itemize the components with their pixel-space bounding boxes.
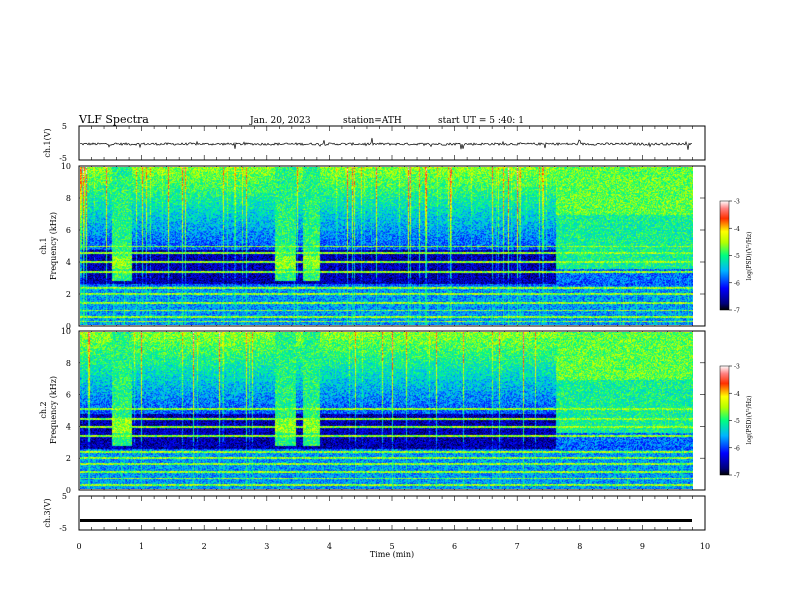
x-axis-label: Time (min): [370, 550, 414, 559]
x-tick-label: 8: [577, 542, 582, 551]
y-tick-label: 8: [66, 359, 71, 368]
ch3-ticks: [78, 496, 706, 530]
colorbar-tick-label: -7: [734, 473, 740, 480]
ch1-colorbar-bar: [719, 200, 730, 311]
x-tick-label: 6: [452, 542, 457, 551]
ch1-waveform-panel: 5 -5 ch.1(V): [43, 122, 706, 163]
colorbar-tick-label: -3: [734, 364, 740, 371]
x-tick-label: 0: [76, 542, 81, 551]
y-tick-label: 6: [66, 391, 71, 400]
ch1-ylabel: ch.1(V): [43, 128, 52, 157]
y-tick-label: 4: [66, 258, 71, 267]
ch3-ylabel: ch.3(V): [43, 498, 52, 527]
ch2-colorbar-bar: [719, 365, 730, 476]
colorbar-tick-label: -5: [734, 418, 740, 425]
y-tick-label: 0: [66, 486, 71, 495]
ch2-spec-label-ch: ch.2: [39, 401, 48, 418]
ch1-spectrogram-image: [80, 167, 693, 325]
ch1-spec-label-freq: Frequency (kHz): [49, 212, 58, 280]
y-tick-label: 0: [66, 322, 71, 331]
ch2-spec-yticks: 0 2 4 6 8 10: [61, 327, 705, 495]
colorbar-tick-label: -5: [734, 253, 740, 260]
ch1-colorbar-label: log(PSD)(V²/Hz): [746, 232, 753, 281]
y-tick-label: 4: [66, 422, 71, 431]
start-time-label: start UT = 5 :40: 1: [438, 116, 524, 126]
x-tick-label: 5: [389, 542, 394, 551]
x-tick-labels: 0 1 2 3 4 5 6 7 8 9 10: [76, 542, 710, 551]
y-tick-label: 6: [66, 226, 71, 235]
ch3-ytick-top: 5: [62, 492, 67, 501]
colorbar-tick-label: -6: [734, 445, 740, 452]
x-tick-label: 2: [202, 542, 207, 551]
station-label: station=ATH: [343, 116, 402, 126]
chart-title: VLF Spectra: [78, 113, 149, 126]
ch2-colorbar-label: log(PSD)(V²/Hz): [746, 396, 753, 445]
ch3-waveform-panel: 5 -5 ch.3(V) 0 1 2 3 4 5 6 7 8 9 10 Time (min): [43, 492, 710, 559]
ch2-spectrogram-image: [80, 332, 693, 489]
x-tick-label: 9: [640, 542, 645, 551]
colorbar-tick-label: -7: [734, 308, 740, 315]
x-tick-label: 10: [700, 542, 710, 551]
y-tick-label: 2: [66, 454, 71, 463]
y-tick-label: 10: [61, 162, 71, 171]
ch1-ytick-top: 5: [62, 122, 67, 131]
colorbar-tick-label: -6: [734, 280, 740, 287]
colorbar-tick-label: -4: [734, 391, 740, 398]
colorbar-tick-label: -4: [734, 226, 740, 233]
ch3-frame: [78, 495, 706, 531]
ch1-ticks: [78, 126, 706, 160]
x-tick-label: 3: [264, 542, 269, 551]
ch1-colorbar: -3 -4 -5 -6 -7 log(PSD)(V²/Hz): [719, 199, 753, 315]
ch1-spec-yticks: 0 2 4 6 8 10: [61, 162, 705, 331]
ch1-ytick-bottom: -5: [59, 154, 67, 163]
x-tick-label: 7: [515, 542, 520, 551]
ch2-spec-label-freq: Frequency (kHz): [49, 376, 58, 444]
ch2-colorbar: -3 -4 -5 -6 -7 log(PSD)(V²/Hz): [719, 364, 753, 480]
y-tick-label: 8: [66, 194, 71, 203]
ch2-colorbar-ticks: -3 -4 -5 -6 -7: [729, 364, 740, 480]
ch3-ytick-bottom: -5: [59, 524, 67, 533]
ch1-colorbar-ticks: -3 -4 -5 -6 -7: [729, 199, 740, 315]
x-tick-label: 1: [139, 542, 144, 551]
ch1-waveform-line: [80, 137, 692, 150]
ch1-spec-label-ch: ch.1: [39, 237, 48, 254]
date-label: Jan. 20, 2023: [249, 116, 311, 126]
colorbar-tick-label: -3: [734, 199, 740, 206]
x-tick-label: 4: [327, 542, 332, 551]
y-tick-label: 2: [66, 290, 71, 299]
y-tick-label: 10: [61, 327, 71, 336]
